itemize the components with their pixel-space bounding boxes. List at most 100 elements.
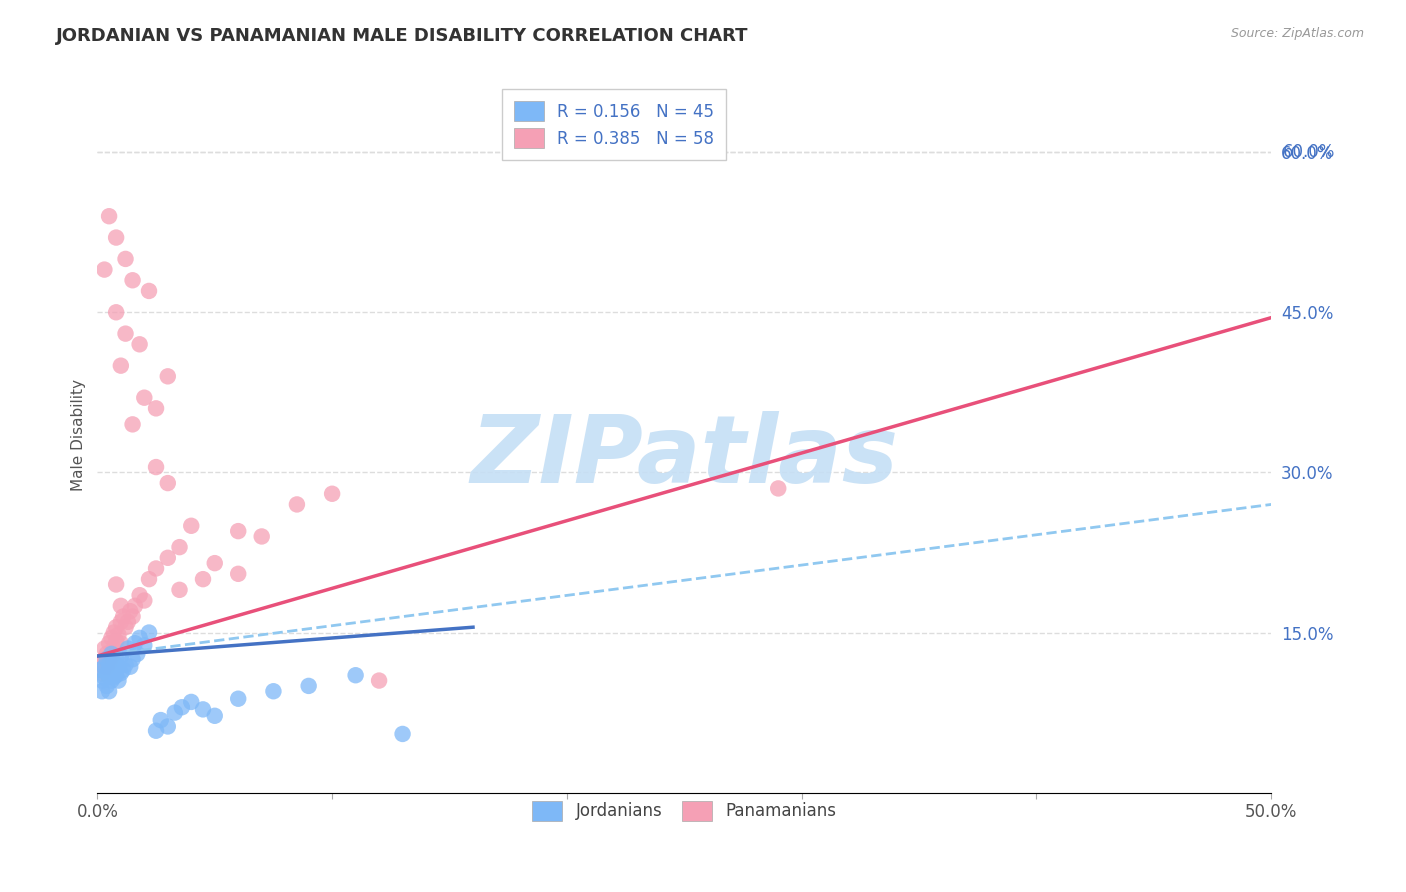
- Point: [250, 529, 273, 543]
- Point: [89, 663, 111, 677]
- Point: [285, 498, 308, 512]
- Point: [98, 656, 121, 670]
- Point: [93, 659, 115, 673]
- Point: [91, 684, 114, 698]
- Point: [98, 657, 121, 672]
- Point: [121, 417, 143, 432]
- Point: [103, 625, 125, 640]
- Point: [156, 369, 179, 384]
- Point: [96, 647, 118, 661]
- Point: [128, 588, 150, 602]
- Point: [100, 648, 122, 663]
- Point: [124, 599, 146, 613]
- Point: [121, 273, 143, 287]
- Point: [134, 391, 156, 405]
- Point: [105, 305, 128, 319]
- Point: [149, 713, 172, 727]
- Legend: Jordanians, Panamanians: Jordanians, Panamanians: [519, 788, 849, 834]
- Point: [107, 673, 129, 688]
- Point: [105, 230, 128, 244]
- Point: [100, 647, 122, 661]
- Point: [93, 670, 115, 684]
- Point: [226, 691, 249, 706]
- Point: [100, 663, 122, 677]
- Point: [156, 550, 179, 565]
- Point: [98, 668, 121, 682]
- Point: [110, 636, 132, 650]
- Point: [98, 684, 121, 698]
- Point: [105, 652, 128, 666]
- Point: [134, 593, 156, 607]
- Point: [110, 648, 132, 663]
- Point: [103, 670, 125, 684]
- Point: [204, 708, 226, 723]
- Point: [191, 572, 214, 586]
- Point: [105, 668, 128, 682]
- Point: [114, 620, 136, 634]
- Point: [128, 337, 150, 351]
- Point: [107, 628, 129, 642]
- Point: [120, 659, 142, 673]
- Point: [98, 209, 121, 223]
- Point: [134, 638, 156, 652]
- Text: ZIPatlas: ZIPatlas: [470, 410, 898, 502]
- Point: [103, 656, 125, 670]
- Point: [112, 663, 135, 677]
- Point: [114, 657, 136, 672]
- Point: [145, 561, 167, 575]
- Point: [768, 482, 790, 496]
- Text: JORDANIAN VS PANAMANIAN MALE DISABILITY CORRELATION CHART: JORDANIAN VS PANAMANIAN MALE DISABILITY …: [56, 27, 749, 45]
- Point: [96, 659, 118, 673]
- Point: [169, 582, 191, 597]
- Point: [105, 634, 128, 648]
- Point: [191, 702, 214, 716]
- Point: [91, 673, 114, 688]
- Point: [128, 631, 150, 645]
- Point: [344, 668, 367, 682]
- Y-axis label: Male Disability: Male Disability: [72, 379, 86, 491]
- Point: [121, 609, 143, 624]
- Point: [368, 673, 391, 688]
- Point: [91, 666, 114, 681]
- Point: [105, 620, 128, 634]
- Point: [170, 700, 193, 714]
- Point: [93, 641, 115, 656]
- Point: [124, 636, 146, 650]
- Point: [110, 359, 132, 373]
- Point: [96, 679, 118, 693]
- Point: [145, 401, 167, 416]
- Point: [96, 652, 118, 666]
- Point: [98, 636, 121, 650]
- Point: [138, 284, 160, 298]
- Point: [391, 727, 413, 741]
- Point: [110, 599, 132, 613]
- Point: [138, 572, 160, 586]
- Point: [156, 476, 179, 491]
- Point: [298, 679, 321, 693]
- Point: [96, 666, 118, 681]
- Point: [112, 609, 135, 624]
- Point: [114, 326, 136, 341]
- Point: [145, 723, 167, 738]
- Point: [89, 657, 111, 672]
- Point: [180, 518, 202, 533]
- Point: [110, 615, 132, 629]
- Point: [117, 615, 139, 629]
- Point: [120, 604, 142, 618]
- Point: [117, 641, 139, 656]
- Point: [138, 625, 160, 640]
- Point: [121, 652, 143, 666]
- Point: [93, 652, 115, 666]
- Point: [107, 659, 129, 673]
- Point: [110, 666, 132, 681]
- Point: [226, 524, 249, 538]
- Text: Source: ZipAtlas.com: Source: ZipAtlas.com: [1230, 27, 1364, 40]
- Point: [156, 719, 179, 733]
- Point: [226, 566, 249, 581]
- Point: [204, 556, 226, 570]
- Point: [127, 647, 149, 661]
- Point: [100, 673, 122, 688]
- Point: [180, 695, 202, 709]
- Point: [145, 460, 167, 475]
- Point: [100, 631, 122, 645]
